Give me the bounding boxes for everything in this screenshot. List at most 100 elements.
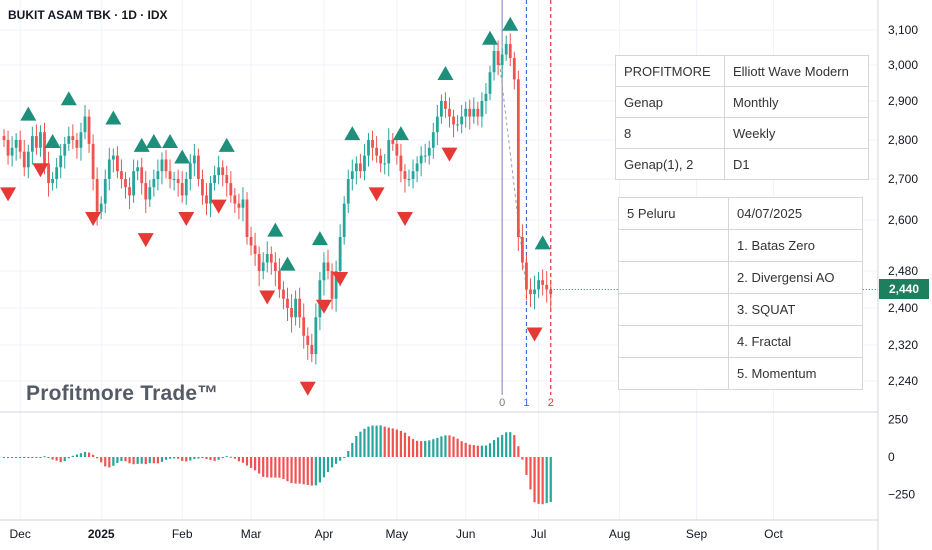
- table2-cell: 5 Peluru: [618, 197, 729, 230]
- candle-body: [423, 155, 427, 157]
- candle-body: [107, 159, 111, 179]
- osc-bar: [306, 457, 309, 485]
- osc-bar: [513, 435, 516, 457]
- candle-body: [508, 44, 512, 58]
- candle-body: [168, 171, 172, 179]
- osc-bar: [209, 457, 212, 460]
- osc-bar: [83, 451, 87, 457]
- candle-body: [241, 199, 245, 208]
- time-tick-label: Dec: [10, 527, 31, 541]
- osc-bar: [399, 430, 402, 457]
- osc-bar: [403, 432, 407, 457]
- candle-body: [67, 136, 71, 144]
- fractal-up-triangle: [20, 106, 37, 121]
- osc-bar: [148, 457, 151, 464]
- fractal-up-triangle: [437, 66, 454, 80]
- osc-bar: [525, 457, 528, 475]
- osc-bar: [71, 455, 74, 457]
- candle-body: [460, 116, 464, 125]
- time-tick-label: Jul: [531, 527, 546, 541]
- osc-bar: [286, 457, 289, 482]
- candle-body: [176, 179, 180, 184]
- osc-bar: [221, 457, 224, 458]
- candle-body: [326, 262, 330, 271]
- last-price-badge: 2,440: [879, 279, 929, 299]
- candle-body: [257, 254, 261, 271]
- table2-cell: [618, 261, 729, 294]
- osc-bar: [270, 457, 273, 478]
- fractal-up-triangle: [174, 149, 191, 164]
- candle-body: [152, 179, 156, 188]
- osc-bar: [266, 457, 269, 478]
- candle-body: [269, 254, 273, 263]
- osc-bar: [533, 457, 536, 503]
- table2-cell: [618, 325, 729, 358]
- candle-body: [383, 163, 387, 165]
- candle-body: [43, 132, 46, 164]
- osc-bar: [428, 440, 431, 457]
- candle-body: [488, 72, 492, 94]
- osc-tick-label: 250: [888, 413, 908, 427]
- candle-body: [47, 163, 50, 184]
- osc-bar: [314, 457, 317, 486]
- osc-bar: [468, 444, 471, 457]
- candle-body: [132, 171, 135, 196]
- candle-body: [71, 136, 75, 140]
- candle-body: [545, 284, 549, 290]
- time-tick-label: Mar: [241, 527, 262, 541]
- osc-tick-label: −250: [888, 488, 915, 502]
- osc-bar: [262, 457, 265, 477]
- candle-body: [310, 345, 314, 354]
- candle-body: [298, 298, 302, 318]
- osc-bar: [290, 457, 293, 484]
- candle-body: [440, 101, 443, 117]
- osc-bar: [124, 457, 127, 462]
- osc-bar: [379, 425, 382, 457]
- candle-body: [144, 183, 148, 200]
- candle-body: [55, 167, 59, 179]
- candle-body: [103, 179, 107, 204]
- candle-body: [229, 183, 233, 196]
- osc-bar: [444, 435, 447, 457]
- table2-cell: 3. SQUAT: [728, 293, 863, 326]
- table1-cell: Elliott Wave Modern: [724, 55, 869, 87]
- table1-row: PROFITMORE Elliott Wave Modern: [615, 55, 869, 87]
- osc-bar: [116, 457, 119, 463]
- info-table-peluru: 5 Peluru 04/07/2025 1. Batas Zero 2. Diverg…: [618, 197, 863, 390]
- osc-bar: [217, 457, 220, 460]
- osc-bar: [140, 457, 143, 464]
- info-table-profitmore: PROFITMORE Elliott Wave Modern Genap Monthl…: [615, 55, 869, 180]
- candle-body: [278, 271, 281, 290]
- candle-body: [411, 171, 415, 179]
- candle-body: [213, 175, 216, 184]
- table2-row: 5. Momentum: [618, 357, 863, 390]
- osc-bar: [505, 432, 508, 457]
- time-tick-label: Apr: [315, 527, 334, 541]
- candle-body: [529, 289, 532, 295]
- candle-body: [192, 155, 196, 164]
- candle-body: [359, 163, 362, 172]
- candle-body: [51, 179, 54, 184]
- osc-bar: [55, 457, 58, 461]
- time-tick-label: 2025: [88, 527, 115, 541]
- osc-bar: [347, 451, 350, 457]
- osc-bar: [100, 457, 103, 463]
- osc-bar: [383, 426, 386, 457]
- osc-bar: [144, 457, 147, 465]
- osc-bar: [27, 457, 30, 458]
- table2-cell: 2. Divergensi AO: [728, 261, 863, 294]
- candle-body: [286, 298, 289, 308]
- osc-bar: [330, 457, 334, 468]
- osc-bar: [549, 457, 552, 503]
- candle-body: [148, 187, 152, 200]
- table2-cell: [618, 229, 729, 262]
- candle-body: [549, 289, 553, 295]
- osc-bar: [488, 443, 492, 457]
- fractal-down-triangle: [526, 327, 543, 342]
- candle-body: [221, 167, 225, 176]
- candle-body: [205, 195, 208, 204]
- candle-body: [452, 116, 455, 125]
- candle-body: [350, 171, 354, 179]
- fractal-up-triangle: [133, 137, 150, 152]
